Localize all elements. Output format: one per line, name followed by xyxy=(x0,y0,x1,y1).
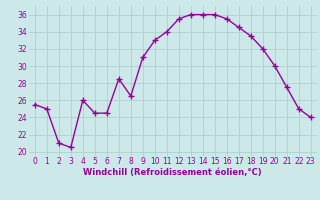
X-axis label: Windchill (Refroidissement éolien,°C): Windchill (Refroidissement éolien,°C) xyxy=(84,168,262,177)
